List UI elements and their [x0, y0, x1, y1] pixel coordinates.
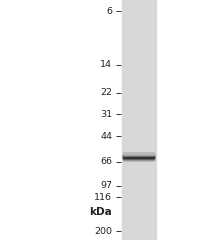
Text: 31: 31 — [100, 110, 112, 119]
Text: 6: 6 — [106, 7, 112, 16]
Text: kDa: kDa — [90, 207, 112, 217]
Text: 116: 116 — [94, 192, 112, 202]
Text: 200: 200 — [94, 227, 112, 236]
Text: 66: 66 — [100, 157, 112, 166]
Text: 22: 22 — [100, 88, 112, 97]
Text: 97: 97 — [100, 181, 112, 190]
Text: 14: 14 — [100, 60, 112, 69]
Text: 44: 44 — [100, 132, 112, 141]
